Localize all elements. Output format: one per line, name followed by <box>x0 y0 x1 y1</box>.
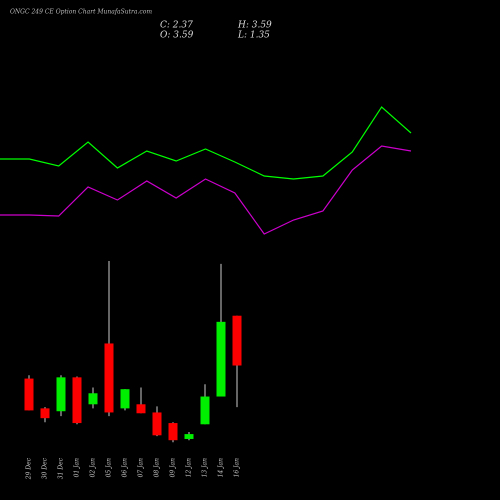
x-tick-label: 14 Jan <box>218 458 225 478</box>
candle-body <box>24 378 34 411</box>
indicator-line <box>0 145 412 235</box>
candle-body <box>152 412 162 436</box>
ohlc-label: O: 3.59 <box>160 31 194 41</box>
x-tick-label: 29 Dec <box>26 457 33 480</box>
x-tick-label: 31 Dec <box>58 457 65 479</box>
x-tick-label: 08 Jan <box>154 458 161 478</box>
x-tick-label: 09 Jan <box>170 458 177 478</box>
x-tick-label: 13 Jan <box>202 458 209 478</box>
x-tick-label: 16 Jan <box>234 458 241 478</box>
candle-body <box>88 393 98 405</box>
candle-body <box>168 423 178 441</box>
candle-body <box>216 321 226 397</box>
x-tick-label: 07 Jan <box>138 458 145 478</box>
ohlc-label: L: 1.35 <box>237 31 270 41</box>
ohlc-label: H: 3.59 <box>237 21 272 31</box>
candle-body <box>40 408 50 419</box>
x-tick-label: 12 Jan <box>186 458 193 478</box>
candle-body <box>120 389 130 409</box>
ohlc-label: C: 2.37 <box>160 21 193 31</box>
candle-body <box>104 343 114 413</box>
x-tick-label: 02 Jan <box>90 458 97 478</box>
x-tick-label: 05 Jan <box>106 458 113 478</box>
x-tick-label: 30 Dec <box>42 457 49 479</box>
x-tick-label: 01 Jan <box>74 458 81 478</box>
x-tick-label: 06 Jan <box>122 458 129 478</box>
candle-body <box>56 377 66 412</box>
candle-body <box>232 315 242 366</box>
candle-body <box>200 396 210 425</box>
chart-title: ONGC 249 CE Option Chart MunafaSutra.com <box>10 9 152 16</box>
candle-body <box>184 434 194 439</box>
candle-body <box>136 404 146 414</box>
candle-body <box>72 377 82 424</box>
indicator-line <box>0 106 412 180</box>
